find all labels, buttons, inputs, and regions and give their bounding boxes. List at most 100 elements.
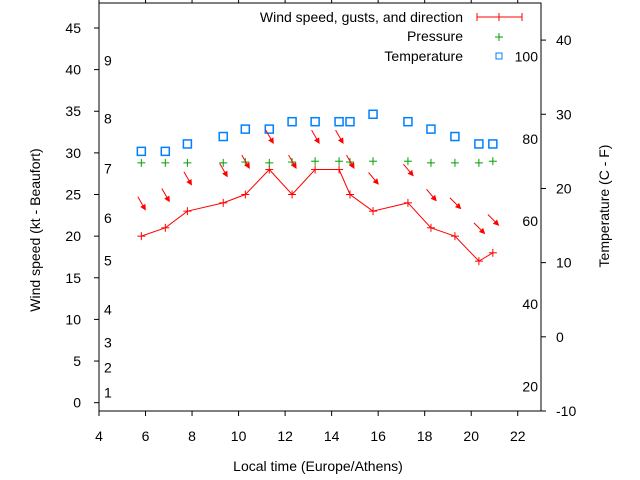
pressure-point bbox=[403, 157, 412, 166]
fahrenheit-label: 20 bbox=[522, 379, 538, 395]
x-tick-label: 16 bbox=[370, 428, 386, 444]
legend-label-pressure: Pressure bbox=[407, 28, 463, 44]
y-tick-label: 45 bbox=[65, 20, 81, 36]
temperature-point bbox=[334, 116, 344, 127]
wind-direction-arrow bbox=[137, 196, 146, 211]
y-tick-label: 5 bbox=[73, 353, 81, 369]
wind-speed-point bbox=[137, 232, 146, 241]
wind-speed-point bbox=[288, 190, 297, 199]
pressure-point bbox=[335, 157, 344, 166]
temperature-point bbox=[403, 116, 413, 127]
fahrenheit-label: 100 bbox=[515, 48, 539, 64]
wind-speed-point bbox=[369, 207, 378, 216]
x-axis-label: Local time (Europe/Athens) bbox=[233, 458, 403, 474]
temperature-point bbox=[218, 131, 228, 142]
fahrenheit-label: 60 bbox=[522, 213, 538, 229]
y2-tick-label: 0 bbox=[556, 329, 564, 345]
beaufort-label: 8 bbox=[104, 111, 112, 127]
pressure-point bbox=[183, 158, 192, 167]
arrow-head bbox=[478, 227, 486, 235]
x-tick-label: 4 bbox=[95, 428, 103, 444]
x-tick-label: 22 bbox=[510, 428, 526, 444]
wind-direction-arrow bbox=[219, 163, 228, 178]
beaufort-label: 2 bbox=[104, 360, 112, 376]
beaufort-label: 6 bbox=[104, 210, 112, 226]
wind-speed-point bbox=[488, 248, 497, 257]
wind-speed-point bbox=[474, 257, 483, 266]
wind-direction-arrow bbox=[449, 197, 462, 210]
y-tick-label: 15 bbox=[65, 270, 81, 286]
temperature-point bbox=[426, 124, 436, 134]
x-tick-label: 6 bbox=[142, 428, 150, 444]
y-tick-label: 20 bbox=[65, 228, 81, 244]
beaufort-label: 7 bbox=[104, 161, 112, 177]
x-tick-label: 14 bbox=[324, 428, 340, 444]
arrow-head bbox=[372, 178, 379, 185]
arrow-head bbox=[268, 137, 274, 145]
pressure-point bbox=[488, 157, 497, 166]
y-tick-label: 30 bbox=[65, 145, 81, 161]
arrow-head bbox=[140, 203, 146, 211]
axis-ticks: 4 6 8 10 12 14 16 18 20 22051015202530354045-1001… bbox=[65, 0, 576, 444]
pressure-point bbox=[426, 158, 435, 167]
wind-speed-point bbox=[219, 198, 228, 207]
plot-marks bbox=[136, 109, 500, 266]
temperature-point bbox=[488, 139, 498, 149]
legend-label-temperature: Temperature bbox=[384, 48, 463, 64]
arrow-head bbox=[314, 137, 320, 145]
pressure-point bbox=[161, 158, 170, 167]
wind-direction-arrow bbox=[265, 129, 274, 145]
y-axis-label: Wind speed (kt - Beaufort) bbox=[27, 148, 43, 311]
wind-direction-arrow bbox=[288, 154, 297, 169]
temperature-point bbox=[136, 146, 147, 157]
temperature-point bbox=[287, 116, 297, 127]
plot-border bbox=[98, 2, 542, 412]
fahrenheit-label: 80 bbox=[522, 131, 538, 147]
y-tick-label: 10 bbox=[65, 311, 81, 327]
y2-tick-label: 30 bbox=[556, 106, 572, 122]
pressure-point bbox=[219, 158, 228, 167]
wind-direction-arrow bbox=[403, 163, 414, 177]
arrow-head bbox=[337, 137, 344, 145]
y-tick-label: 0 bbox=[73, 395, 81, 411]
beaufort-label: 5 bbox=[104, 252, 112, 268]
y2-tick-label: 40 bbox=[556, 32, 572, 48]
pressure-point bbox=[265, 158, 274, 167]
wind-direction-arrow bbox=[335, 129, 344, 145]
wind-direction-arrow bbox=[241, 154, 250, 169]
wind-speed-point bbox=[403, 198, 412, 207]
wind-direction-arrow bbox=[426, 188, 437, 202]
wind-speed-line bbox=[141, 168, 494, 262]
pressure-point bbox=[137, 158, 146, 167]
arrow-head bbox=[454, 202, 462, 210]
beaufort-label: 1 bbox=[104, 385, 112, 401]
temperature-point bbox=[240, 124, 251, 134]
y-tick-label: 40 bbox=[65, 62, 81, 78]
legend-sample-wind bbox=[476, 13, 523, 21]
wind-speed-point bbox=[450, 232, 459, 241]
temperature-point bbox=[182, 139, 193, 149]
beaufort-label: 4 bbox=[104, 301, 112, 317]
wind-speed-point bbox=[311, 165, 320, 174]
temperature-point bbox=[474, 139, 484, 149]
wind-direction-arrow bbox=[473, 222, 486, 235]
wind-direction-arrow bbox=[346, 154, 355, 169]
arrow-head bbox=[430, 194, 437, 202]
pressure-point bbox=[311, 157, 320, 166]
wind-speed-point bbox=[335, 165, 344, 174]
y2-tick-label: 10 bbox=[556, 255, 572, 271]
y-tick-label: 35 bbox=[65, 103, 81, 119]
arrow-head bbox=[407, 169, 414, 177]
temperature-point bbox=[368, 109, 378, 120]
beaufort-label: 9 bbox=[104, 52, 112, 68]
fahrenheit-label: 40 bbox=[522, 296, 538, 312]
y2-axis-label: Temperature (C - F) bbox=[596, 145, 612, 268]
legend-label-wind: Wind speed, gusts, and direction bbox=[260, 9, 463, 25]
x-tick-label: 20 bbox=[463, 428, 479, 444]
arrow-head bbox=[186, 178, 192, 186]
wind-direction-arrow bbox=[161, 188, 170, 203]
x-tick-label: 12 bbox=[277, 428, 293, 444]
wind-direction-arrow bbox=[183, 171, 192, 186]
wind-speed-point bbox=[183, 207, 192, 216]
x-tick-label: 18 bbox=[417, 428, 433, 444]
